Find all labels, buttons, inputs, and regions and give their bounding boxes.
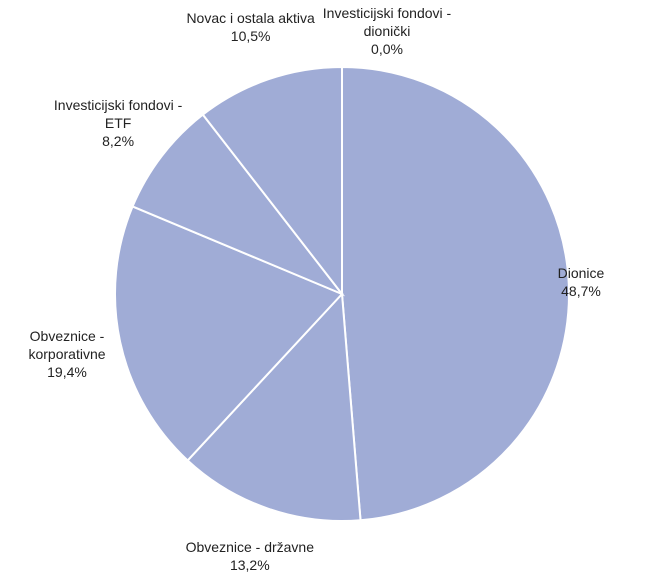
category-label: Obveznice - korporativne [28,327,106,362]
slice-label: Novac i ostala aktiva 10,5% [186,9,316,45]
category-label: Investicijski fondovi - ETF [53,96,183,131]
pie-slice [186,291,362,522]
slice-label: Obveznice - državne 13,2% [185,538,315,574]
value-label: 13,2% [229,557,270,573]
pie-slice [341,65,570,522]
category-label: Investicijski fondovi - dionički [322,5,452,39]
value-label: 10,5% [230,28,271,45]
pie-slice [131,113,346,297]
pie-slice [201,65,343,297]
value-label: 0,0% [371,41,403,57]
value-label: 48,7% [561,283,601,300]
value-label: 8,2% [102,132,135,149]
category-label: Dionice [557,265,605,282]
slice-label: Investicijski fondovi - ETF 8,2% [53,96,183,150]
slice-label: Obveznice - korporativne 19,4% [2,327,132,381]
slice-label: Dionice 48,7% [516,264,646,300]
slice-label: Investicijski fondovi - dionički 0,0% [322,4,452,58]
category-label: Novac i ostala aktiva [186,10,315,27]
pie-slice [114,205,344,462]
category-label: Obveznice - državne [185,539,315,555]
value-label: 19,4% [47,363,87,380]
